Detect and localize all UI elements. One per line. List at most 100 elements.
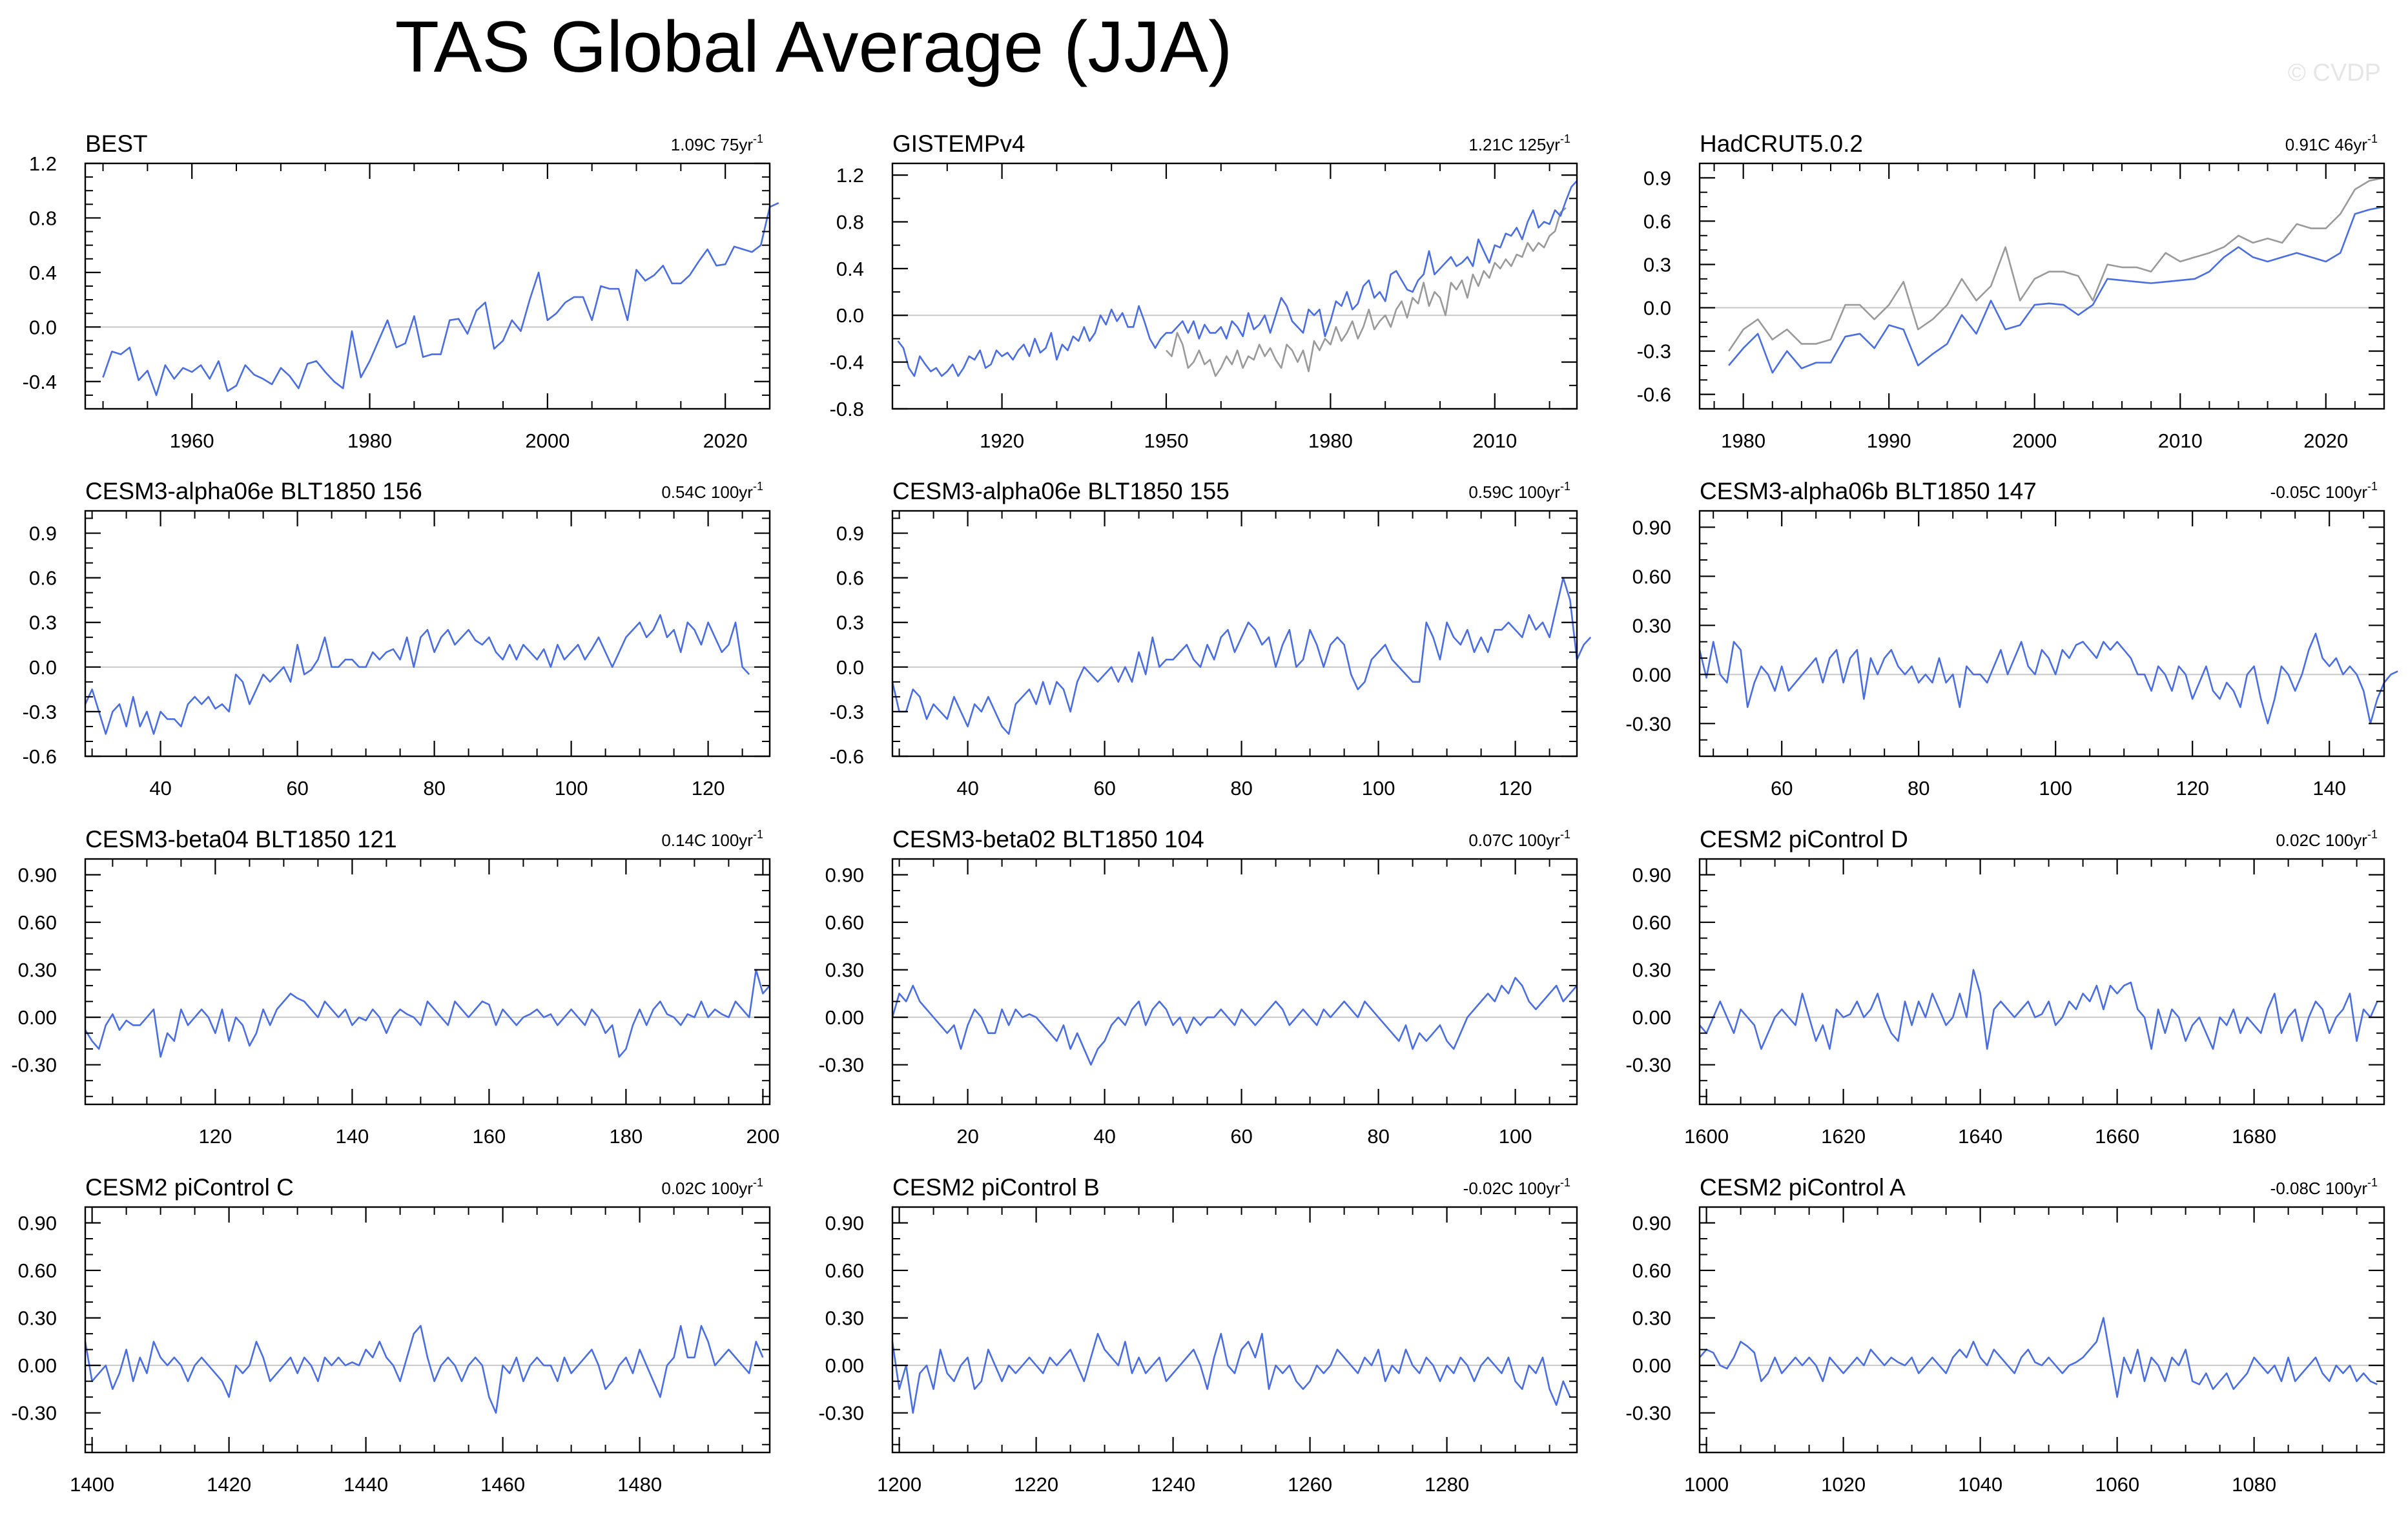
plot-frame bbox=[891, 858, 1578, 1106]
ytick-label: -0.6 bbox=[830, 745, 864, 768]
series-line-1 bbox=[84, 1325, 764, 1414]
ytick-label: 0.00 bbox=[1632, 1006, 1671, 1029]
panel-title: CESM2 piControl A bbox=[1700, 1174, 1906, 1201]
xtick-label: 1620 bbox=[1821, 1125, 1866, 1148]
page-title: TAS Global Average (JJA) bbox=[395, 6, 1233, 87]
ytick-label: 0.90 bbox=[1632, 516, 1671, 539]
ytick-label: 0.60 bbox=[1632, 911, 1671, 934]
ytick-label: -0.30 bbox=[1625, 1402, 1671, 1425]
trend-label: -0.02C 100yr-1 bbox=[1463, 1176, 1570, 1198]
ytick-label: 0.0 bbox=[836, 304, 864, 327]
xtick-label: 2000 bbox=[2012, 429, 2057, 452]
ytick-label: 0.0 bbox=[1643, 297, 1671, 320]
ytick-label: 0.60 bbox=[1632, 565, 1671, 588]
ytick-label: 1.2 bbox=[29, 152, 57, 175]
ytick-label: 0.00 bbox=[18, 1006, 57, 1029]
xtick-label: 80 bbox=[1908, 777, 1929, 800]
panel-title: BEST bbox=[85, 130, 148, 157]
xtick-label: 1280 bbox=[1425, 1473, 1469, 1496]
ytick-label: 0.0 bbox=[836, 656, 864, 679]
trend-label: 0.07C 100yr-1 bbox=[1468, 828, 1570, 850]
xtick-label: 80 bbox=[1367, 1125, 1389, 1148]
ytick-label: 1.2 bbox=[836, 164, 864, 187]
panel-4: -0.6 -0.3 0.0 0.3 0.6 0.9 40 60 80 100 120 CESM3-al… bbox=[23, 478, 771, 800]
ytick-label: 0.30 bbox=[825, 1307, 864, 1330]
xtick-label: 140 bbox=[2312, 777, 2346, 800]
xtick-label: 1040 bbox=[1958, 1473, 2002, 1496]
panel-1: -0.4 0.0 0.4 0.8 1.2 1960 1980 2000 2020 BEST 1.09… bbox=[23, 130, 779, 452]
ytick-label: 0.90 bbox=[825, 1212, 864, 1235]
ytick-label: 0.90 bbox=[825, 864, 864, 887]
trend-label: -0.05C 100yr-1 bbox=[2270, 480, 2378, 502]
ytick-label: 0.60 bbox=[825, 1259, 864, 1282]
xtick-label: 1400 bbox=[70, 1473, 114, 1496]
series-line-1 bbox=[84, 614, 750, 735]
xtick-label: 60 bbox=[286, 777, 308, 800]
xtick-label: 1980 bbox=[347, 429, 392, 452]
series-line-1 bbox=[84, 969, 770, 1058]
xtick-label: 1200 bbox=[877, 1473, 921, 1496]
panel-2: -0.8 -0.4 0.0 0.4 0.8 1.2 1920 1950 1980 2010 GIST… bbox=[830, 130, 1578, 452]
ytick-label: 0.90 bbox=[1632, 864, 1671, 887]
xtick-label: 2010 bbox=[2158, 429, 2203, 452]
ytick-label: 0.8 bbox=[29, 207, 57, 229]
ytick-label: -0.30 bbox=[818, 1402, 864, 1425]
ytick-label: 0.90 bbox=[18, 1212, 57, 1235]
ytick-label: 0.9 bbox=[1643, 167, 1671, 189]
trend-label: 1.09C 75yr-1 bbox=[671, 132, 763, 154]
watermark: © CVDP bbox=[2287, 59, 2381, 87]
xtick-label: 2020 bbox=[703, 429, 748, 452]
xtick-label: 40 bbox=[1093, 1125, 1115, 1148]
trend-label: 0.14C 100yr-1 bbox=[661, 828, 763, 850]
xtick-label: 2010 bbox=[1472, 429, 1517, 452]
xtick-label: 40 bbox=[149, 777, 171, 800]
plot-frame bbox=[891, 510, 1578, 758]
xtick-label: 1420 bbox=[207, 1473, 251, 1496]
ytick-label: 0.30 bbox=[18, 959, 57, 982]
ytick-label: 0.00 bbox=[18, 1354, 57, 1377]
ytick-label: 0.3 bbox=[836, 612, 864, 634]
xtick-label: 1660 bbox=[2095, 1125, 2139, 1148]
panel-title: CESM2 piControl D bbox=[1700, 826, 1908, 852]
plot-frame bbox=[84, 858, 771, 1106]
panel-title: CESM2 piControl C bbox=[85, 1174, 294, 1201]
ytick-label: -0.30 bbox=[11, 1402, 57, 1425]
xtick-label: 2000 bbox=[525, 429, 570, 452]
series-line-2 bbox=[1728, 177, 2385, 352]
xtick-label: 1020 bbox=[1821, 1473, 1866, 1496]
panel-12: -0.30 0.00 0.30 0.60 0.90 1000 1020 1040 1060 108… bbox=[1625, 1174, 2385, 1496]
xtick-label: 120 bbox=[1499, 777, 1532, 800]
ytick-label: 0.00 bbox=[1632, 1354, 1671, 1377]
xtick-label: 20 bbox=[956, 1125, 978, 1148]
ytick-label: -0.30 bbox=[818, 1054, 864, 1077]
xtick-label: 60 bbox=[1230, 1125, 1252, 1148]
xtick-label: 1640 bbox=[1958, 1125, 2002, 1148]
series-line-1 bbox=[1699, 1317, 2378, 1398]
xtick-label: 1440 bbox=[344, 1473, 388, 1496]
panel-3: -0.6 -0.3 0.0 0.3 0.6 0.9 1980 1990 2000 2010 2020… bbox=[1637, 130, 2385, 452]
ytick-label: 0.00 bbox=[825, 1354, 864, 1377]
ytick-label: 0.00 bbox=[1632, 663, 1671, 686]
xtick-label: 60 bbox=[1093, 777, 1115, 800]
xtick-label: 1950 bbox=[1144, 429, 1189, 452]
xtick-label: 100 bbox=[2039, 777, 2072, 800]
trend-label: 0.02C 100yr-1 bbox=[661, 1176, 763, 1198]
ytick-label: 0.4 bbox=[29, 262, 57, 284]
ytick-label: 0.90 bbox=[18, 864, 57, 887]
xtick-label: 1480 bbox=[617, 1473, 662, 1496]
xtick-label: 1260 bbox=[1288, 1473, 1332, 1496]
ytick-label: 0.9 bbox=[836, 522, 864, 545]
panel-title: CESM2 piControl B bbox=[892, 1174, 1100, 1201]
xtick-label: 60 bbox=[1771, 777, 1793, 800]
trend-label: 0.54C 100yr-1 bbox=[661, 480, 763, 502]
xtick-label: 100 bbox=[555, 777, 588, 800]
plot-frame bbox=[1698, 858, 2385, 1106]
xtick-label: 180 bbox=[610, 1125, 643, 1148]
ytick-label: 0.60 bbox=[1632, 1259, 1671, 1282]
ytick-label: 0.30 bbox=[1632, 1307, 1671, 1330]
ytick-label: 0.0 bbox=[29, 656, 57, 679]
xtick-label: 1980 bbox=[1308, 429, 1353, 452]
series-line-1 bbox=[891, 976, 1578, 1066]
panel-title: CESM3-alpha06e BLT1850 155 bbox=[892, 478, 1230, 504]
xtick-label: 1080 bbox=[2232, 1473, 2276, 1496]
